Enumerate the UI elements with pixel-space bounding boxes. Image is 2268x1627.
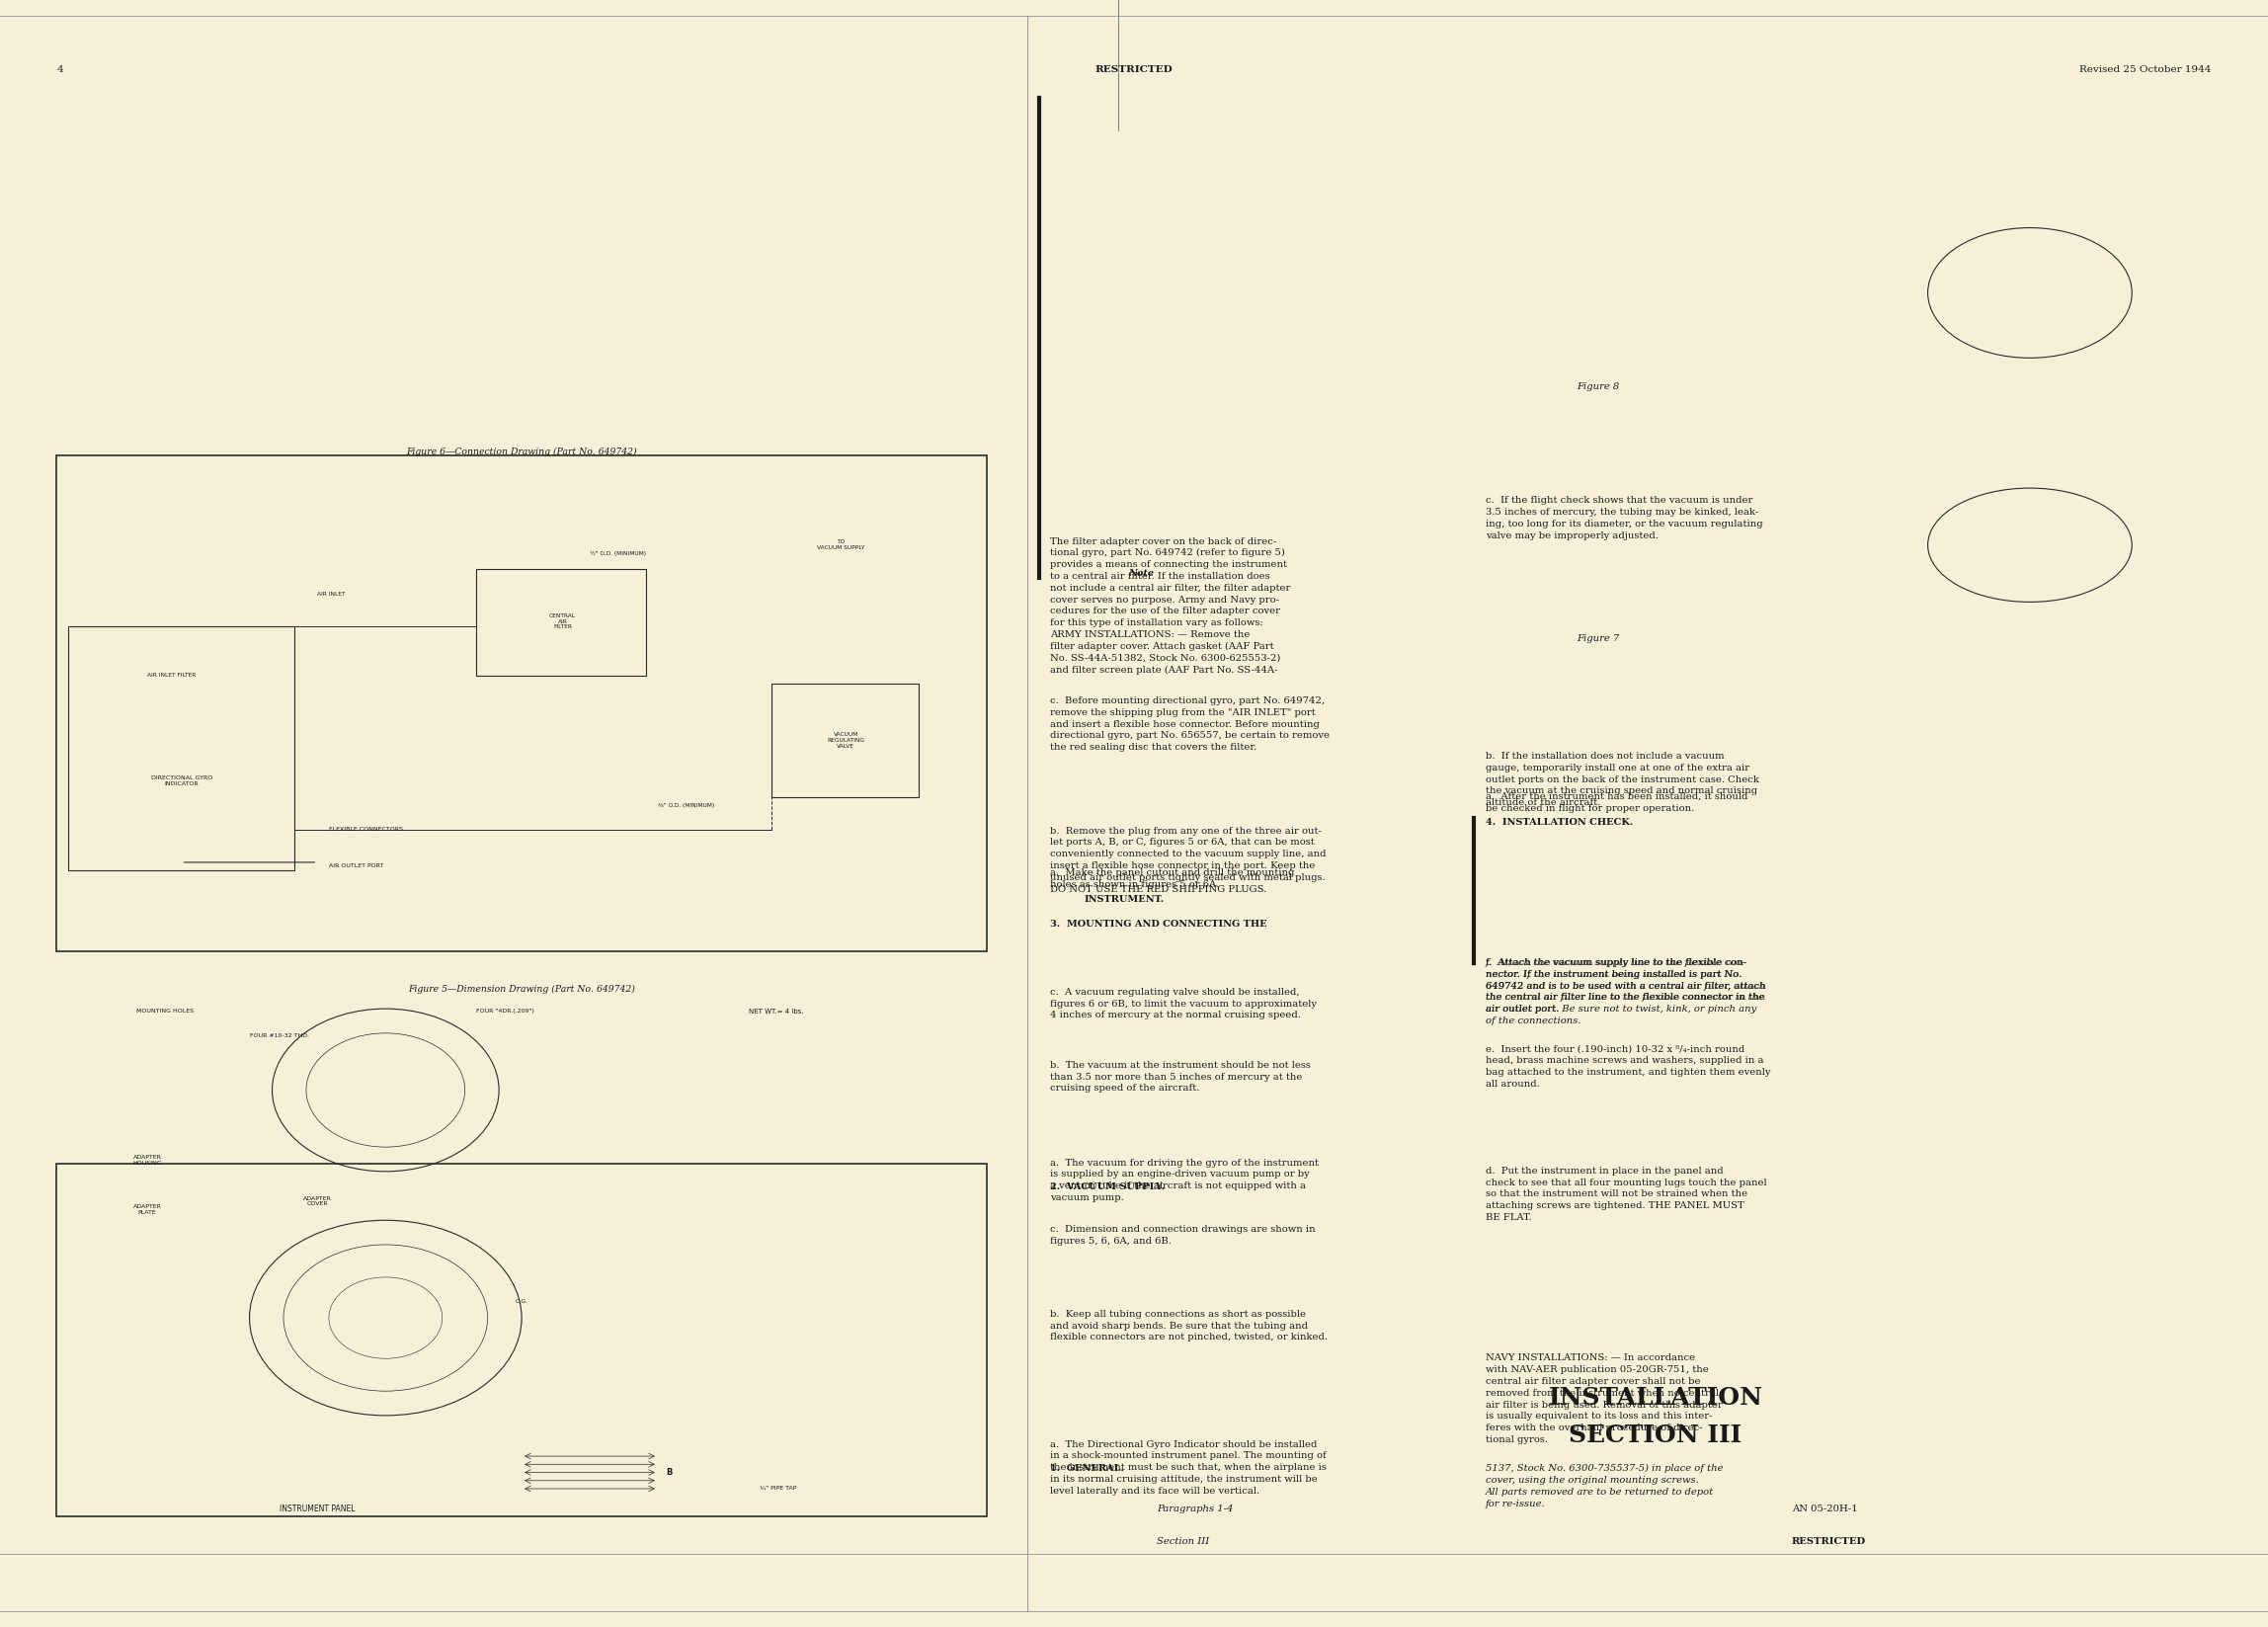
Text: FOUR "4DR.(.209"): FOUR "4DR.(.209"): [476, 1009, 535, 1014]
Text: b.  The vacuum at the instrument should be not less
than 3.5 nor more than 5 inc: b. The vacuum at the instrument should b…: [1050, 1061, 1311, 1093]
Text: c.  If the flight check shows that the vacuum is under
3.5 inches of mercury, th: c. If the flight check shows that the va…: [1486, 496, 1762, 540]
Text: 4: 4: [57, 65, 64, 73]
Text: RESTRICTED: RESTRICTED: [1792, 1538, 1867, 1546]
Text: INSTALLATION: INSTALLATION: [1549, 1386, 1762, 1411]
Text: a.  Make the panel cutout and drill the mounting
holes as shown in figures 5 or : a. Make the panel cutout and drill the m…: [1050, 869, 1295, 890]
Text: NAVY INSTALLATIONS: — In accordance
with NAV-AER publication 05-20GR-751, the
ce: NAVY INSTALLATIONS: — In accordance with…: [1486, 1354, 1721, 1445]
Text: f.  Attach the vacuum supply line to the flexible con-
nector. If the instrument: f. Attach the vacuum supply line to the …: [1486, 958, 1767, 1014]
Text: Figure 7: Figure 7: [1576, 635, 1619, 643]
Text: FLEXIBLE CONNECTORS: FLEXIBLE CONNECTORS: [329, 827, 404, 833]
Bar: [476, 569, 646, 675]
Text: NET WT.= 4 lbs.: NET WT.= 4 lbs.: [748, 1009, 803, 1015]
Text: AN 05-20H-1: AN 05-20H-1: [1792, 1505, 1857, 1513]
Text: c.  Before mounting directional gyro, part No. 649742,
remove the shipping plug : c. Before mounting directional gyro, par…: [1050, 696, 1329, 752]
Text: ADAPTER
PLATE: ADAPTER PLATE: [134, 1204, 161, 1215]
Bar: [771, 683, 919, 797]
Text: VACUUM
REGULATING
VALVE: VACUUM REGULATING VALVE: [828, 732, 864, 748]
Text: CENTRAL
AIR
FILTER: CENTRAL AIR FILTER: [549, 613, 576, 630]
Bar: [57, 456, 987, 952]
Text: ¼" PIPE TAP: ¼" PIPE TAP: [760, 1485, 796, 1490]
Text: 1.  GENERAL.: 1. GENERAL.: [1050, 1464, 1125, 1472]
Bar: [68, 626, 295, 870]
Text: b.  Remove the plug from any one of the three air out-
let ports A, B, or C, fig: b. Remove the plug from any one of the t…: [1050, 827, 1327, 893]
Text: SECTION III: SECTION III: [1569, 1424, 1742, 1448]
Text: C.G.: C.G.: [515, 1298, 528, 1305]
Text: ⅜" O.D. (MINIMUM): ⅜" O.D. (MINIMUM): [658, 802, 714, 809]
Text: 5137, Stock No. 6300-735537-5) in place of the
cover, using the original mountin: 5137, Stock No. 6300-735537-5) in place …: [1486, 1464, 1724, 1508]
Text: f.  Attach the vacuum supply line to the flexible con-
nector. If the instrument: f. Attach the vacuum supply line to the …: [1486, 958, 1765, 1025]
Text: a.  The vacuum for driving the gyro of the instrument
is supplied by an engine-d: a. The vacuum for driving the gyro of th…: [1050, 1158, 1318, 1202]
Text: ½" O.D. (MINIMUM): ½" O.D. (MINIMUM): [590, 550, 646, 556]
Text: TO
VACUUM SUPPLY: TO VACUUM SUPPLY: [816, 540, 864, 550]
Text: ADAPTER
COVER: ADAPTER COVER: [304, 1196, 331, 1207]
Text: c.  Dimension and connection drawings are shown in
figures 5, 6, 6A, and 6B.: c. Dimension and connection drawings are…: [1050, 1225, 1315, 1246]
Text: INSTRUMENT PANEL: INSTRUMENT PANEL: [279, 1505, 356, 1513]
Text: Section III: Section III: [1157, 1538, 1209, 1546]
Text: Figure 6—Connection Drawing (Part No. 649742): Figure 6—Connection Drawing (Part No. 64…: [406, 447, 637, 457]
Text: b.  Keep all tubing connections as short as possible
and avoid sharp bends. Be s: b. Keep all tubing connections as short …: [1050, 1310, 1327, 1342]
Text: 3.  MOUNTING AND CONNECTING THE: 3. MOUNTING AND CONNECTING THE: [1050, 919, 1268, 927]
Bar: [57, 1163, 987, 1516]
Text: INSTRUMENT.: INSTRUMENT.: [1084, 895, 1163, 903]
Text: c.  A vacuum regulating valve should be installed,
figures 6 or 6B, to limit the: c. A vacuum regulating valve should be i…: [1050, 988, 1318, 1020]
Text: The filter adapter cover on the back of direc-
tional gyro, part No. 649742 (ref: The filter adapter cover on the back of …: [1050, 537, 1290, 675]
Text: a.  The Directional Gyro Indicator should be installed
in a shock-mounted instru: a. The Directional Gyro Indicator should…: [1050, 1440, 1327, 1495]
Text: e.  Insert the four (.190-inch) 10-32 x ⁸/₄-inch round
head, brass machine screw: e. Insert the four (.190-inch) 10-32 x ⁸…: [1486, 1045, 1771, 1088]
Text: b.  If the installation does not include a vacuum
gauge, temporarily install one: b. If the installation does not include …: [1486, 752, 1760, 807]
Text: a.  After the instrument has been installed, it should
be checked in flight for : a. After the instrument has been install…: [1486, 792, 1749, 814]
Text: Figure 5—Dimension Drawing (Part No. 649742): Figure 5—Dimension Drawing (Part No. 649…: [408, 984, 635, 994]
Text: MOUNTING HOLES: MOUNTING HOLES: [136, 1009, 193, 1014]
Text: AIR INLET: AIR INLET: [318, 591, 345, 597]
Text: ADAPTER
HOUSING: ADAPTER HOUSING: [134, 1155, 161, 1167]
Text: 4.  INSTALLATION CHECK.: 4. INSTALLATION CHECK.: [1486, 818, 1633, 827]
Text: Note: Note: [1127, 569, 1154, 578]
Text: 2.  VACUUM SUPPLY.: 2. VACUUM SUPPLY.: [1050, 1183, 1166, 1191]
Text: FOUR #10-32 THD.: FOUR #10-32 THD.: [249, 1033, 308, 1038]
Text: RESTRICTED: RESTRICTED: [1095, 65, 1173, 73]
Text: AIR INLET FILTER: AIR INLET FILTER: [147, 672, 197, 678]
Text: Revised 25 October 1944: Revised 25 October 1944: [2080, 65, 2211, 73]
Text: B: B: [667, 1468, 671, 1476]
Text: Paragraphs 1-4: Paragraphs 1-4: [1157, 1505, 1234, 1513]
Text: Figure 8: Figure 8: [1576, 382, 1619, 390]
Text: DIRECTIONAL GYRO
INDICATOR: DIRECTIONAL GYRO INDICATOR: [150, 776, 213, 786]
Text: d.  Put the instrument in place in the panel and
check to see that all four moun: d. Put the instrument in place in the pa…: [1486, 1167, 1767, 1222]
Text: AIR OUTLET PORT: AIR OUTLET PORT: [329, 862, 383, 869]
